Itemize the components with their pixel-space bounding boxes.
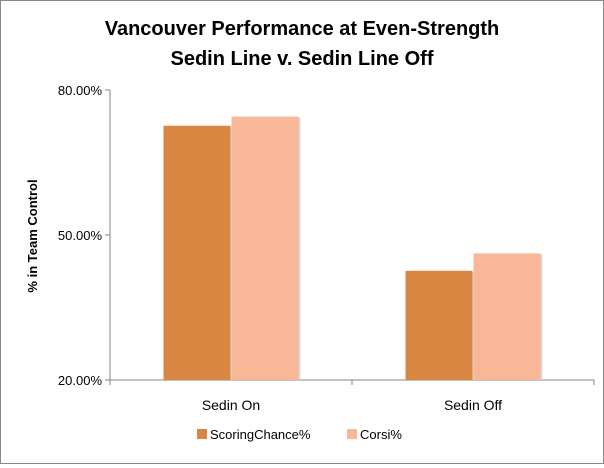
bar: [231, 116, 299, 380]
x-tick-label: Sedin On: [202, 397, 260, 413]
y-tick-label: 50.00%: [58, 228, 103, 243]
legend-swatch: [347, 429, 357, 439]
y-axis-label: % in Team Control: [25, 179, 40, 292]
legend-label: ScoringChance%: [210, 427, 311, 442]
x-tick-label: Sedin Off: [444, 397, 502, 413]
legend: ScoringChance% Corsi%: [197, 427, 402, 442]
y-tick-label: 20.00%: [58, 373, 103, 388]
y-tick-label: 80.00%: [58, 83, 103, 98]
chart-title-line-2: Sedin Line v. Sedin Line Off: [171, 48, 434, 70]
bar: [163, 125, 231, 381]
bar: [405, 270, 473, 380]
legend-swatch: [197, 429, 207, 439]
plot-area: 20.00% 50.00% 80.00% Sedin On Sedin Off: [58, 83, 595, 413]
legend-label: Corsi%: [360, 427, 402, 442]
bar: [473, 253, 541, 380]
chart-title-line-1: Vancouver Performance at Even-Strength: [105, 18, 500, 40]
